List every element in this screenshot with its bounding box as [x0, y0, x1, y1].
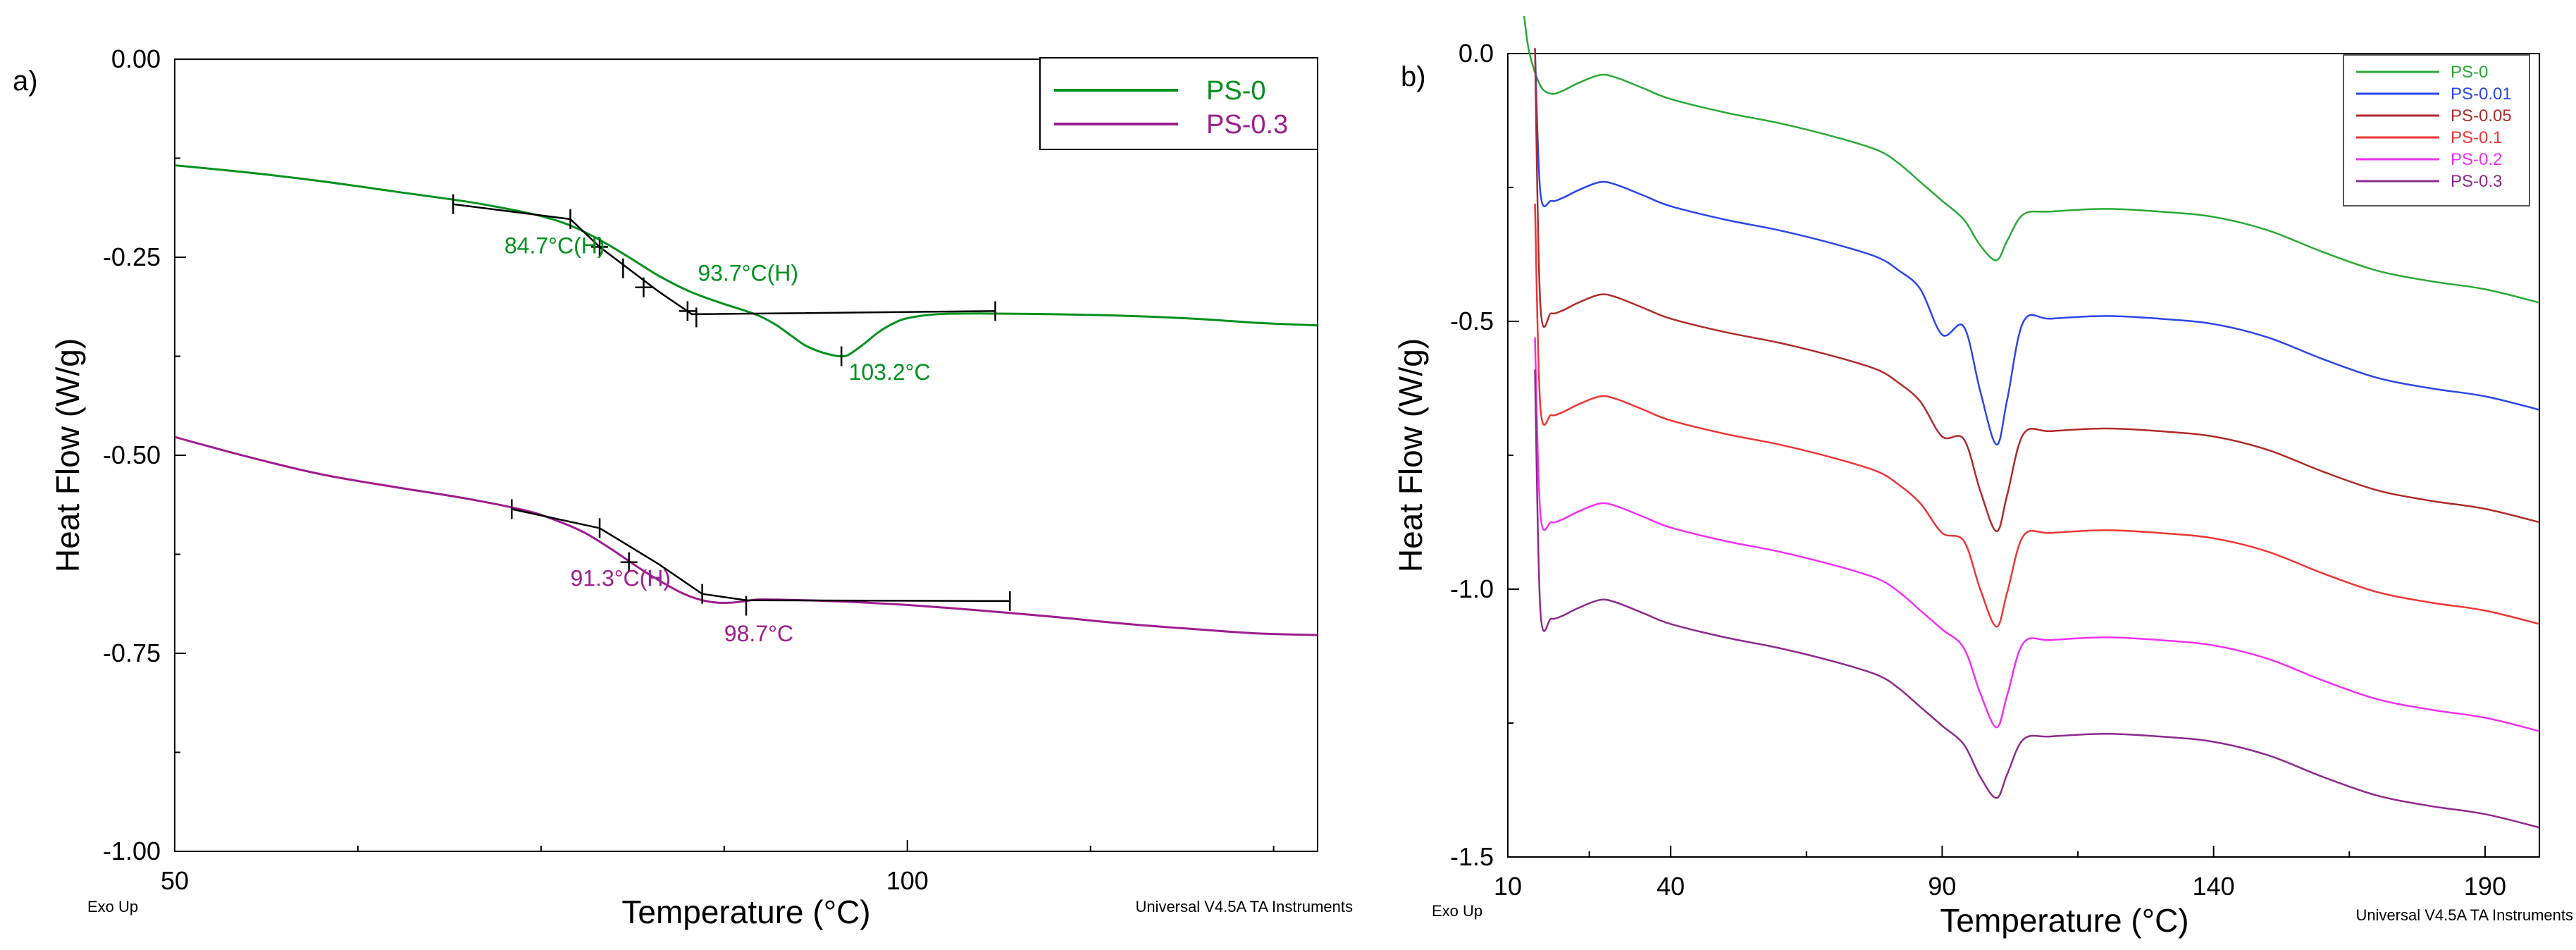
y-tick-label: -0.75 [103, 639, 161, 667]
panel-a: a) 0.00 -0.25 -0.50 -0.75 -1.00 50 100 84.7°C… [13, 44, 1353, 930]
y-tick-label: 0.00 [111, 44, 161, 73]
tangent-line [512, 508, 1010, 603]
panel-a-ylabel: Heat Flow (W/g) [49, 338, 86, 572]
panel-b-ylabel: Heat Flow (W/g) [1392, 338, 1429, 572]
x-tick-label: 100 [886, 866, 929, 895]
panel-a-legend: PS-0 PS-0.3 [1039, 57, 1318, 150]
panel-a-exo-up: Exo Up [87, 898, 138, 915]
legend-label-PS-0.3: PS-0.3 [2451, 172, 2502, 191]
series-line-PS-0.3 [174, 436, 1318, 636]
series-line-PS-0.2 [1534, 337, 2540, 732]
legend-label-PS-0.3: PS-0.3 [1206, 110, 1288, 140]
series-line-PS-0.01 [1534, 48, 2540, 446]
panel-a-frame [174, 58, 1318, 852]
y-tick-label: -0.25 [103, 242, 161, 271]
legend-label-PS-0: PS-0 [1206, 76, 1265, 106]
annotation-label: 98.7°C [724, 621, 793, 646]
tangent-line [452, 203, 996, 316]
panel-a-xlabel: Temperature (°C) [621, 894, 870, 930]
series-line-PS-0.1 [1534, 203, 2540, 628]
y-tick-label: -0.5 [1450, 307, 1494, 335]
annotation-label: 93.7°C(H) [698, 261, 798, 286]
legend-label-PS-0.05: PS-0.05 [2451, 106, 2512, 125]
legend-label-PS-0.01: PS-0.01 [2451, 85, 2512, 104]
panel-b-exo-up: Exo Up [1432, 902, 1482, 920]
y-tick-label: -0.50 [103, 440, 161, 469]
panel-b: b) 0.0 -0.5 -1.0 -1.5 10 40 90 140 190 Temperat… [1392, 16, 2573, 939]
y-tick-label: -1.0 [1450, 574, 1494, 603]
panel-b-label: b) [1401, 61, 1426, 92]
series-line-PS-0 [174, 164, 1318, 358]
series-line-PS-0 [1523, 16, 2540, 304]
panel-b-xlabel: Temperature (°C) [1940, 902, 2188, 939]
y-tick-label: -1.5 [1450, 842, 1494, 871]
annotation-label: 84.7°C(H) [504, 233, 605, 258]
x-tick-label: 190 [2464, 872, 2506, 901]
panel-a-legend-box [1039, 57, 1318, 150]
x-tick-label: 10 [1494, 872, 1522, 901]
panel-a-instrument-note: Universal V4.5A TA Instruments [1135, 898, 1353, 915]
panel-b-legend: PS-0 PS-0.01 PS-0.05 PS-0.1 PS-0.2 PS-0.3 [2343, 54, 2530, 206]
panel-a-label: a) [13, 66, 38, 97]
y-tick-label: -1.00 [103, 837, 161, 865]
x-tick-label: 140 [2193, 872, 2235, 901]
series-line-PS-0.05 [1534, 48, 2540, 533]
legend-label-PS-0: PS-0 [2451, 63, 2488, 82]
x-tick-label: 40 [1657, 872, 1685, 901]
panel-b-instrument-note: Universal V4.5A TA Instruments [2355, 906, 2573, 924]
annotation-label: 103.2°C [849, 359, 931, 385]
x-tick-label: 50 [161, 866, 189, 895]
annotation-label: 91.3°C(H) [570, 565, 671, 591]
series-line-PS-0.3 [1534, 369, 2540, 829]
x-tick-label: 90 [1928, 872, 1956, 901]
y-tick-label: 0.0 [1459, 39, 1494, 68]
legend-label-PS-0.2: PS-0.2 [2451, 150, 2502, 169]
legend-label-PS-0.1: PS-0.1 [2451, 128, 2502, 147]
